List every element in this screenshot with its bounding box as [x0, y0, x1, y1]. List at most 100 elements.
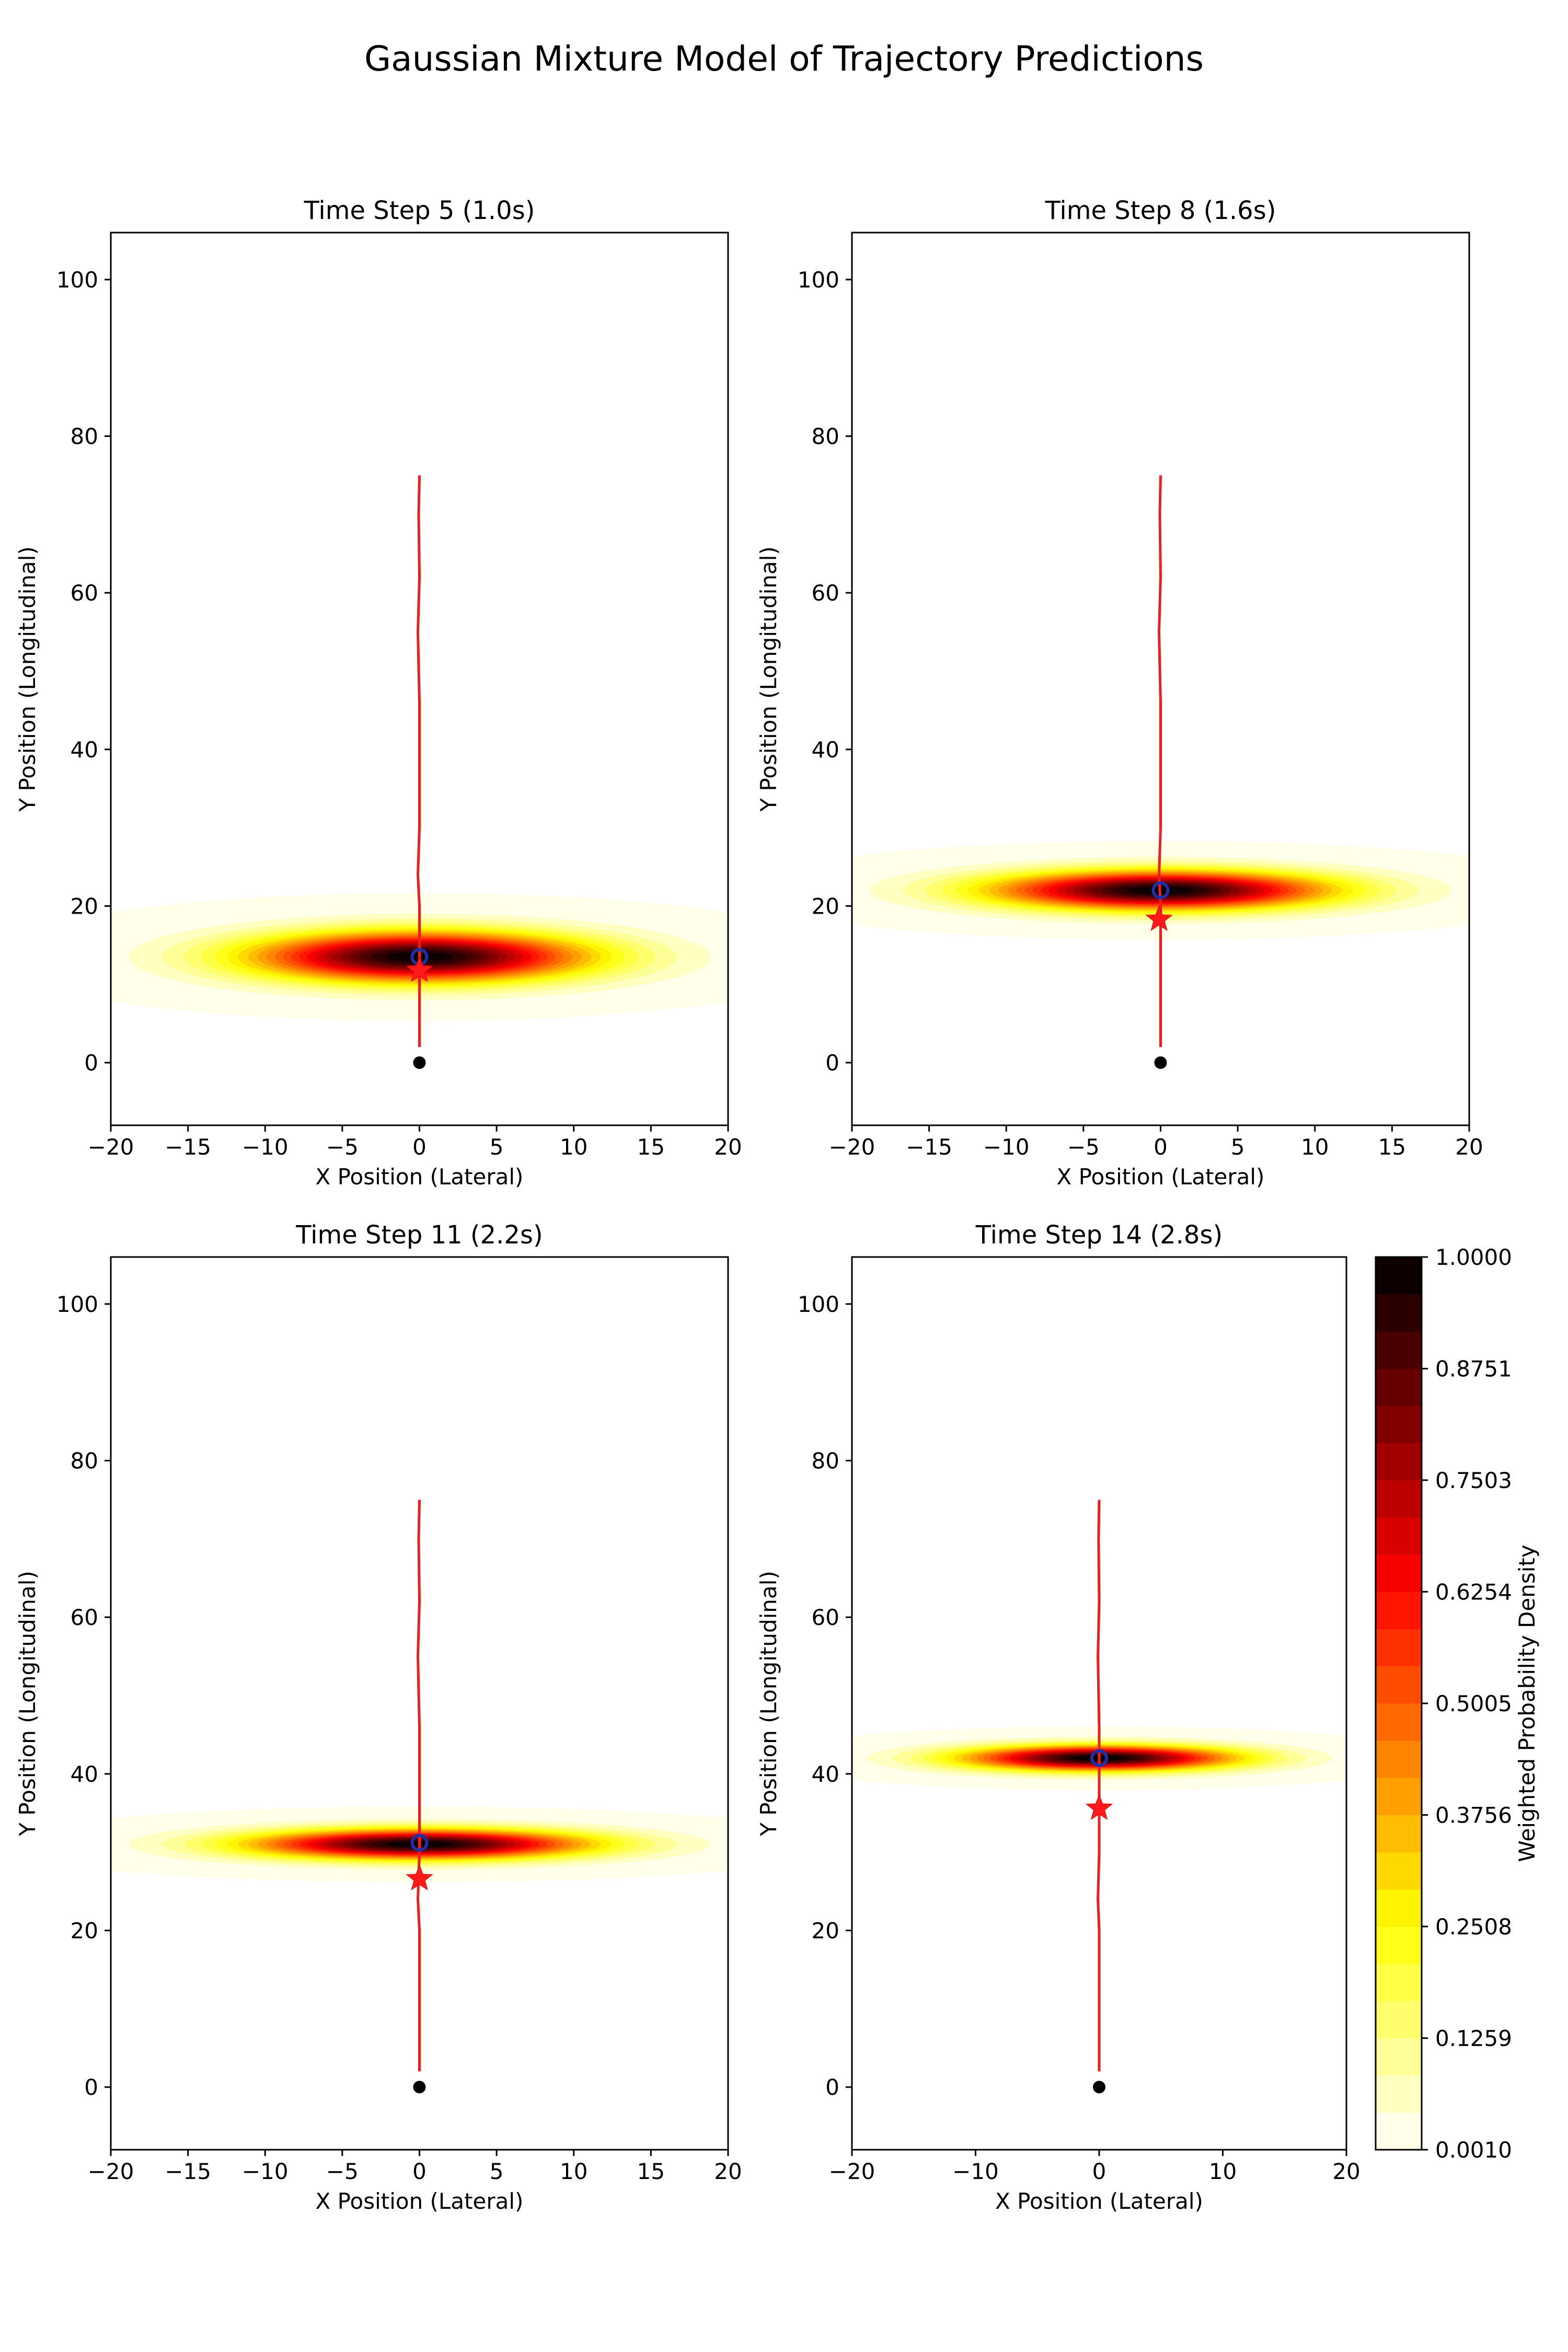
x-tick-label: 10: [1301, 1134, 1329, 1160]
x-tick-label: −5: [1067, 1134, 1100, 1160]
colorbar-tick-label: 0.8751: [1435, 1356, 1512, 1382]
x-tick-label: 0: [412, 2159, 426, 2184]
colorbar-band: [1376, 1740, 1422, 1778]
y-tick-label: 20: [812, 1918, 839, 1943]
x-tick-label: −20: [829, 2159, 875, 2184]
subplot-4: −20 −10 0 10 20 0 20 40 60 80 100 Time Step 14 (2.8…: [756, 1220, 1361, 2214]
y-axis-label: Y Position (Longitudinal): [756, 546, 781, 812]
colorbar-band: [1376, 1480, 1422, 1518]
colorbar-band: [1376, 1331, 1422, 1369]
x-tick-label: −15: [906, 1134, 952, 1160]
origin-point: [1093, 2081, 1105, 2094]
y-tick-label: 40: [812, 737, 839, 763]
x-tick-label: −10: [952, 2159, 999, 2184]
colorbar-band: [1376, 1963, 1422, 2001]
x-tick-label: 15: [637, 1134, 665, 1160]
x-tick-label: 0: [1092, 2159, 1106, 2184]
density-contours: [852, 840, 1469, 940]
origin-point: [413, 2081, 426, 2094]
x-tick-label: −5: [326, 2159, 359, 2184]
colorbar-band: [1376, 2112, 1422, 2150]
colorbar-tick-label: 0.5005: [1435, 1691, 1512, 1716]
y-tick-label: 60: [71, 1605, 98, 1630]
figure-title: Gaussian Mixture Model of Trajectory Pre…: [364, 39, 1204, 79]
y-tick-label: 40: [812, 1761, 839, 1787]
x-tick-label: −15: [165, 1134, 211, 1160]
y-tick-label: 0: [84, 2074, 98, 2100]
y-axis-label: Y Position (Longitudinal): [756, 1571, 781, 1836]
colorbar-band: [1376, 1666, 1422, 1704]
x-tick-label: −10: [983, 1134, 1030, 1160]
x-tick-label: 0: [412, 1134, 426, 1160]
colorbar-tick-label: 0.2508: [1435, 1914, 1512, 1940]
trajectory-line: [416, 475, 421, 1047]
trajectory-line: [416, 1500, 421, 2072]
y-axis-label: Y Position (Longitudinal): [15, 1571, 40, 1836]
x-tick-label: −10: [242, 2159, 289, 2184]
colorbar-band: [1376, 1777, 1422, 1815]
y-tick-label: 20: [812, 893, 839, 919]
x-tick-label: −20: [829, 1134, 875, 1160]
colorbar-band: [1376, 1926, 1422, 1964]
x-tick-label: 15: [1378, 1134, 1406, 1160]
ground-truth-star: [406, 955, 433, 982]
x-tick-label: 5: [490, 2159, 504, 2184]
colorbar-tick-label: 0.1259: [1435, 2025, 1512, 2051]
x-tick-label: −15: [165, 2159, 211, 2184]
subplot-title: Time Step 8 (1.6s): [1045, 196, 1276, 225]
colorbar-tick-label: 0.0010: [1435, 2137, 1512, 2163]
colorbar-band: [1376, 1703, 1422, 1741]
colorbar-band: [1376, 1256, 1422, 1295]
colorbar-tick-label: 0.6254: [1435, 1579, 1512, 1605]
colorbar-band: [1376, 1852, 1422, 1890]
x-tick-label: 20: [1332, 2159, 1360, 2184]
subplot-3: −20 −15 −10 −5 0 5 10 15 20 0 20 40 60 80 100 Time Step…: [15, 1220, 742, 2214]
y-tick-label: 80: [812, 424, 839, 449]
predicted-mean-marker: [1151, 881, 1170, 900]
colorbar-tick-label: 0.3756: [1435, 1803, 1512, 1828]
subplot-title: Time Step 11 (2.2s): [295, 1220, 543, 1250]
subplot-2: −20 −15 −10 −5 0 5 10 15 20 0 20 40 60 80 100 Time Step…: [756, 196, 1483, 1190]
x-tick-label: −20: [88, 1134, 134, 1160]
colorbar-band: [1376, 1554, 1422, 1592]
ground-truth-star: [406, 1864, 433, 1890]
density-contours: [111, 1806, 728, 1883]
colorbar-band: [1376, 2000, 1422, 2038]
x-tick-label: 10: [560, 1134, 587, 1160]
y-tick-label: 40: [71, 737, 98, 763]
colorbar-band: [1376, 1294, 1422, 1332]
y-tick-label: 80: [71, 1448, 98, 1474]
colorbar-band: [1376, 1815, 1422, 1853]
y-tick-label: 100: [56, 267, 98, 293]
trajectory-line: [1097, 1500, 1101, 2072]
y-tick-label: 100: [798, 1292, 839, 1317]
x-axis-label: X Position (Lateral): [316, 2188, 524, 2214]
trajectory-line: [1157, 475, 1162, 1047]
y-tick-label: 80: [71, 424, 98, 449]
y-tick-label: 80: [812, 1448, 839, 1474]
subplot-1: −20 −15 −10 −5 0 5 10 15 20 0 20 40 60 80 100 Time Step…: [15, 196, 742, 1190]
predicted-mean-marker: [410, 1834, 429, 1852]
predicted-mean-marker: [1090, 1749, 1108, 1767]
colorbar-label: Weighted Probability Density: [1514, 1544, 1540, 1862]
ground-truth-star: [1085, 1794, 1113, 1820]
x-tick-label: 5: [490, 1134, 504, 1160]
colorbar-band: [1376, 1368, 1422, 1406]
y-tick-label: 0: [825, 1050, 839, 1076]
x-axis-label: X Position (Lateral): [1057, 1164, 1265, 1190]
x-axis-label: X Position (Lateral): [995, 2188, 1203, 2214]
y-tick-label: 60: [812, 1605, 839, 1630]
subplot-title: Time Step 5 (1.0s): [304, 196, 535, 225]
y-axis-label: Y Position (Longitudinal): [15, 546, 40, 812]
y-tick-label: 60: [71, 580, 98, 606]
density-contours: [111, 893, 728, 1021]
x-tick-label: 5: [1231, 1134, 1245, 1160]
x-tick-label: 20: [714, 1134, 742, 1160]
colorbar-tick-label: 1.0000: [1435, 1244, 1512, 1270]
y-tick-label: 100: [798, 267, 839, 293]
colorbar-band: [1376, 1889, 1422, 1927]
x-tick-label: −20: [88, 2159, 134, 2184]
colorbar-band: [1376, 1517, 1422, 1555]
